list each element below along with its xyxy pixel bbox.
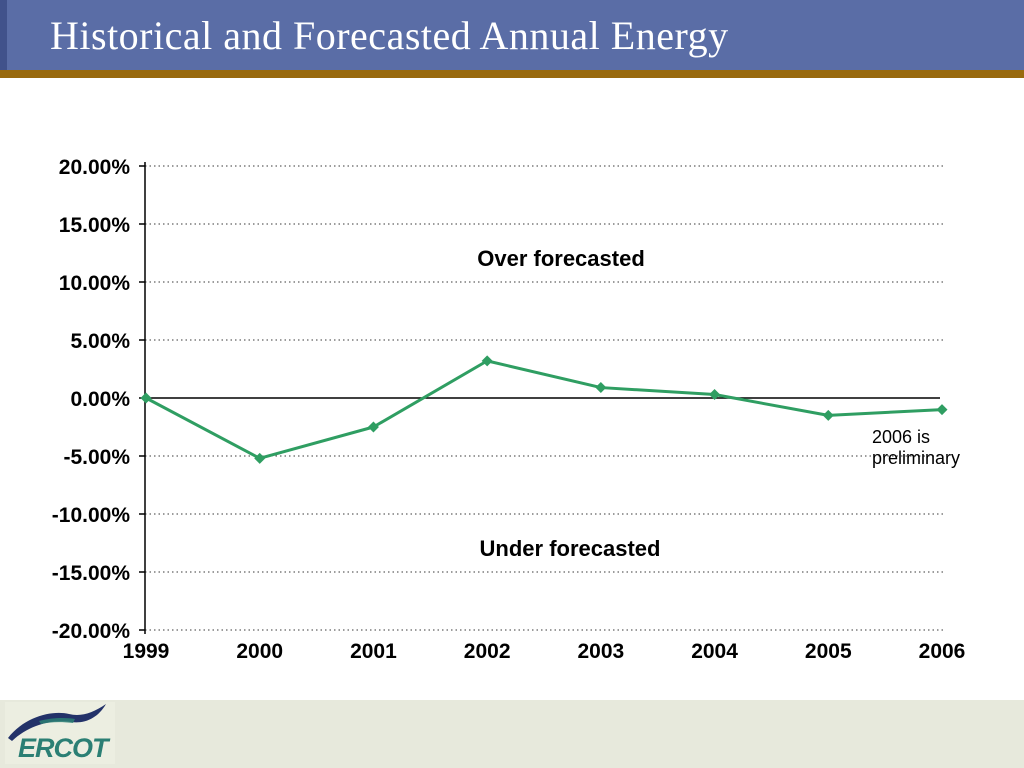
chart-annotation: Over forecasted — [477, 246, 645, 271]
chart-annotation: preliminary — [872, 448, 960, 468]
data-point-marker — [140, 392, 152, 404]
x-tick-label: 2005 — [805, 640, 852, 663]
x-tick-label: 2001 — [350, 640, 397, 663]
chart-annotation: Under forecasted — [480, 536, 661, 561]
data-point-marker — [595, 382, 607, 394]
x-tick-label: 2002 — [464, 640, 511, 663]
x-tick-label: 1999 — [123, 640, 170, 663]
title-bar-left-accent — [0, 0, 7, 70]
y-tick-label: 20.00% — [59, 156, 131, 179]
footer-strip: ERCOT — [0, 700, 1024, 768]
y-tick-label: 5.00% — [70, 330, 130, 353]
ercot-logo-text: ERCOT — [18, 733, 111, 763]
ercot-logo-swoosh-icon — [8, 704, 106, 741]
x-tick-label: 2000 — [236, 640, 283, 663]
slide-title: Historical and Forecasted Annual Energy — [50, 13, 729, 58]
y-tick-label: -20.00% — [52, 620, 131, 643]
y-tick-label: -15.00% — [52, 562, 131, 585]
data-point-marker — [822, 409, 834, 421]
y-tick-label: -5.00% — [63, 446, 130, 469]
data-point-marker — [481, 355, 493, 367]
data-point-marker — [367, 421, 379, 433]
x-tick-label: 2003 — [577, 640, 624, 663]
y-tick-label: -10.00% — [52, 504, 131, 527]
data-point-marker — [709, 389, 721, 401]
series-line — [144, 359, 944, 460]
y-tick-label: 15.00% — [59, 214, 131, 237]
slide-title-bar: Historical and Forecasted Annual Energy — [0, 0, 1024, 70]
chart-annotation: 2006 is — [872, 427, 930, 447]
data-point-marker — [254, 452, 266, 464]
ercot-logo: ERCOT — [5, 702, 115, 764]
ercot-logo-swoosh-underline — [39, 718, 75, 724]
title-divider-rule — [0, 70, 1024, 78]
y-tick-label: 10.00% — [59, 272, 131, 295]
data-point-marker — [936, 404, 948, 416]
y-tick-label: 0.00% — [70, 388, 130, 411]
x-tick-label: 2004 — [691, 640, 738, 663]
x-tick-label: 2006 — [919, 640, 966, 663]
